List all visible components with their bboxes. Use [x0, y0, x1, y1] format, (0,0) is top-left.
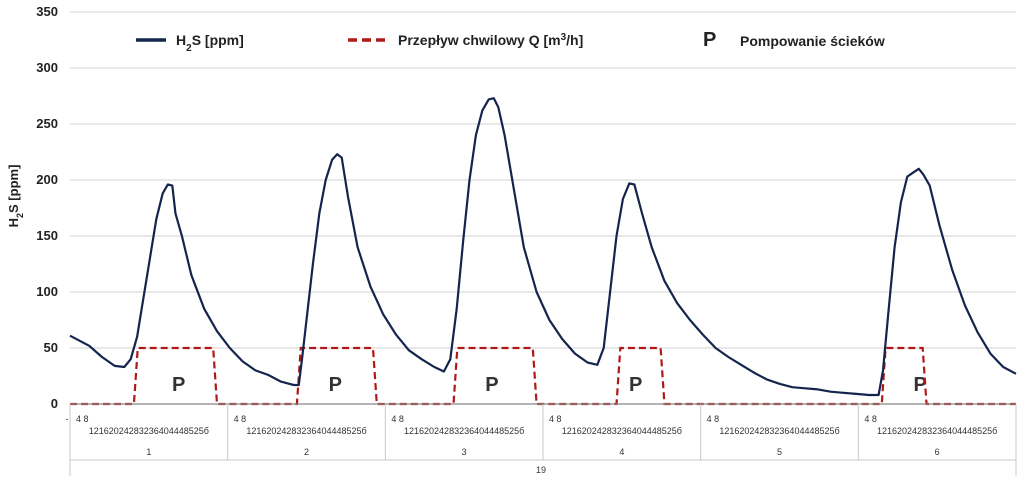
pump-marker: P: [913, 374, 926, 396]
x-tick-row2: 12162024283236404448525б: [719, 426, 839, 436]
legend-pump-label: Pompowanie ścieków: [740, 33, 885, 49]
y-tick-label: 150: [36, 228, 58, 243]
x-group-label: 5: [777, 447, 782, 457]
y-tick-label: 200: [36, 172, 58, 187]
h2s-series: [69, 97, 1017, 397]
h2s-line: [69, 97, 1017, 397]
legend-flow-label: Przepływ chwilowy Q [m3/h]: [398, 32, 583, 49]
pump-marker: P: [172, 374, 185, 396]
x-tick-row1: 4 8: [234, 414, 247, 424]
x-tick-row2: 12162024283236404448525б: [404, 426, 524, 436]
x-outer-label: 19: [536, 465, 546, 475]
y-axis: 0 50 100 150 200 250 300 350: [36, 4, 58, 411]
x-tick-row2: 12162024283236404448525б: [877, 426, 997, 436]
x-tick-row2: 12162024283236404448525б: [562, 426, 682, 436]
x-tick-start: -: [66, 414, 69, 424]
x-group-label: 3: [462, 447, 467, 457]
x-tick-row1: 4 8: [76, 414, 89, 424]
x-tick-row1: 4 8: [864, 414, 877, 424]
flow-series: [70, 346, 1016, 406]
x-tick-row2: 12162024283236404448525б: [89, 426, 209, 436]
flow-line: [70, 346, 1016, 406]
y-tick-label: 350: [36, 4, 58, 19]
pump-marker: P: [329, 374, 342, 396]
y-tick-label: 0: [51, 396, 58, 411]
y-tick-label: 100: [36, 284, 58, 299]
x-group-label: 4: [619, 447, 624, 457]
x-tick-row1: 4 8: [707, 414, 720, 424]
x-group-label: 6: [935, 447, 940, 457]
legend: H2S [ppm] Przepływ chwilowy Q [m3/h] P P…: [136, 29, 885, 54]
y-tick-label: 50: [44, 340, 58, 355]
x-tick-row2: 12162024283236404448525б: [246, 426, 366, 436]
y-tick-label: 250: [36, 116, 58, 131]
x-tick-row1: 4 8: [549, 414, 562, 424]
y-tick-label: 300: [36, 60, 58, 75]
legend-h2s-label: H2S [ppm]: [176, 32, 244, 54]
grid-lines: [70, 11, 1016, 349]
pump-marker: P: [485, 374, 498, 396]
legend-pump-symbol: P: [703, 29, 716, 51]
x-group-label: 2: [304, 447, 309, 457]
x-tick-row1: 4 8: [391, 414, 404, 424]
y-axis-label: H2S [ppm]: [6, 165, 25, 228]
x-group-label: 1: [146, 447, 151, 457]
pump-marker: P: [629, 374, 642, 396]
